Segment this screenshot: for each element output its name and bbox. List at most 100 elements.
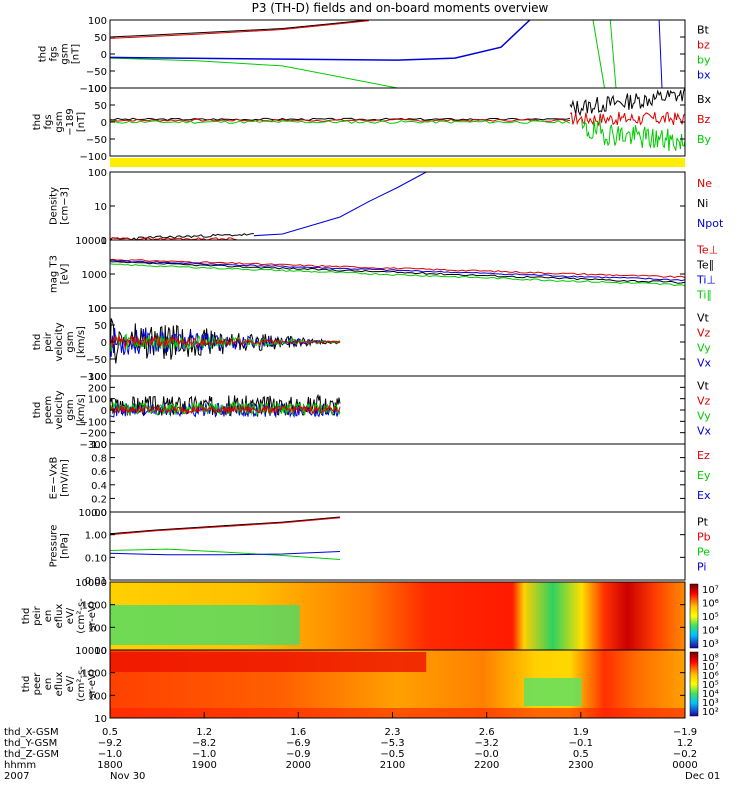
ylabel-line: sr-eV) [87, 601, 98, 630]
legend-Pe: Pe [697, 546, 710, 559]
legend-Bz: Bz [697, 113, 711, 126]
ytick-label: 1.00 [85, 531, 107, 542]
legend-By: By [697, 133, 712, 146]
ytick-label: −200 [80, 429, 107, 440]
xaxis-value: −5.3 [380, 738, 404, 749]
colorbar-label: 10⁵ [702, 680, 719, 691]
ylabel-line: [km/s] [76, 394, 87, 426]
ytick-label: 10 [94, 202, 107, 213]
xaxis-value: −0.2 [673, 749, 697, 760]
ylabel-line: en [43, 610, 54, 623]
ytick-label: 1000 [82, 270, 107, 281]
xaxis-value: −0.1 [569, 738, 593, 749]
colorbar-label: 10² [702, 707, 719, 718]
series-temp-teperp [109, 258, 686, 279]
xaxis-value: 0.5 [573, 749, 589, 760]
ylabel-line: velocity [54, 390, 65, 429]
colorbar-label: 10⁴ [702, 689, 719, 700]
xaxis-value: 2200 [474, 760, 499, 771]
colorbar-label: 10⁶ [702, 599, 719, 610]
series-fgs-by [109, 57, 398, 89]
series-peirvel-vt [109, 318, 341, 364]
ytick-label: 0 [101, 406, 107, 417]
ytick-label: 10000 [75, 236, 107, 247]
ytick-label: 0.4 [91, 481, 107, 492]
ytick-label: 0 [101, 338, 107, 349]
legend-Ez: Ez [697, 449, 710, 462]
ylabel-line: thd [32, 402, 43, 419]
xaxis-value: 2100 [380, 760, 405, 771]
ytick-label: −100 [80, 372, 107, 383]
ylabel-line: peem [43, 396, 54, 424]
legend-Te∥: Te∥ [696, 259, 714, 272]
colorbar-label: 10⁸ [702, 653, 719, 664]
series-density-ni [109, 233, 254, 242]
ylabel-line: thd [21, 676, 32, 693]
legend-Vz: Vz [697, 395, 711, 408]
ylabel-line: sr-eV) [87, 669, 98, 698]
legend-Vx: Vx [697, 357, 712, 370]
ytick-label: 100 [88, 304, 107, 315]
ylabel-line: thd [32, 334, 43, 351]
ytick-label: 50 [94, 321, 107, 332]
xaxis-value: 0.5 [102, 727, 118, 738]
series-fgs189-bz-storm [569, 111, 686, 127]
xaxis-value: 1.2 [196, 727, 212, 738]
series-fgs-by-jump [592, 19, 605, 89]
xaxis-value: 1.9 [573, 727, 589, 738]
ylabel-line: [nT] [76, 112, 87, 132]
ylabel-line: gsm [65, 399, 76, 420]
colorbar-label: 10⁴ [702, 626, 719, 637]
ytick-label: −50 [86, 355, 107, 366]
ytick-label: 10 [94, 646, 107, 657]
ytick-label: 10000 [75, 646, 107, 657]
ylabel-line: Pressure [49, 525, 60, 568]
legend-Pt: Pt [697, 516, 709, 529]
ytick-label: 1.0 [91, 440, 107, 451]
legend-Vy: Vy [697, 342, 711, 355]
legend-Npot: Npot [697, 217, 724, 230]
ytick-label: 10 [94, 714, 107, 725]
xaxis-value: −3.2 [475, 738, 499, 749]
plot-title: P3 (TH-D) fields and on-board moments ov… [252, 1, 549, 15]
ylabel-line: [nT] [71, 44, 82, 64]
colorbar-peirspec [689, 583, 699, 649]
legend-Bx: Bx [697, 93, 712, 106]
series-fgs-by-jump-2 [609, 19, 617, 89]
xaxis-value: −1.0 [192, 749, 216, 760]
xaxis-value: −1.9 [673, 727, 697, 738]
xaxis-value: 1800 [97, 760, 122, 771]
ylabel-line: [km/s] [76, 326, 87, 358]
panel-density: 100 10 1 Density [cm−3] Ne Ni Npot [49, 168, 724, 247]
ytick-label: 0.01 [85, 576, 107, 587]
ylabel-line: gsm [54, 111, 65, 132]
ylabel-line: velocity [54, 322, 65, 361]
ylabel-line: [mV/m] [60, 459, 71, 497]
ytick-label: 100 [88, 168, 107, 179]
xaxis-value: 2.3 [385, 727, 401, 738]
ylabel-line: (cm²-s- [76, 598, 87, 634]
ylabel-line: (cm²-s- [76, 666, 87, 702]
series-temp-tepar [109, 261, 686, 284]
legend-Bt: Bt [697, 24, 710, 37]
ytick-label: 0.10 [85, 553, 107, 564]
xaxis-value: −0.5 [380, 749, 404, 760]
ytick-label: 1 [101, 236, 107, 247]
ytick-label: 1000 [82, 601, 107, 612]
legend-Ti⊥: Ti⊥ [696, 274, 716, 287]
ylabel-line: [cm−3] [60, 187, 71, 225]
ytick-label: 50 [94, 33, 107, 44]
panel-frame-efield [109, 443, 686, 513]
panel-pressure: 10.00 1.00 0.10 0.01 Pressure [nPa] Pt Pb Pe Pi [49, 508, 711, 587]
ytick-label: 100 [88, 84, 107, 95]
colorbar-label: 10³ [702, 698, 719, 709]
xaxis-row-label: hhmm [4, 760, 36, 771]
ylabel-line: thd [32, 114, 43, 131]
legend-Pb: Pb [697, 531, 711, 544]
series-fgs-bx [109, 19, 531, 61]
ytick-label: 0 [101, 118, 107, 129]
peer-green-patch [524, 678, 582, 706]
xaxis-value: 2300 [568, 760, 593, 771]
xaxis-value: 1.6 [290, 727, 306, 738]
ytick-label: 50 [94, 101, 107, 112]
